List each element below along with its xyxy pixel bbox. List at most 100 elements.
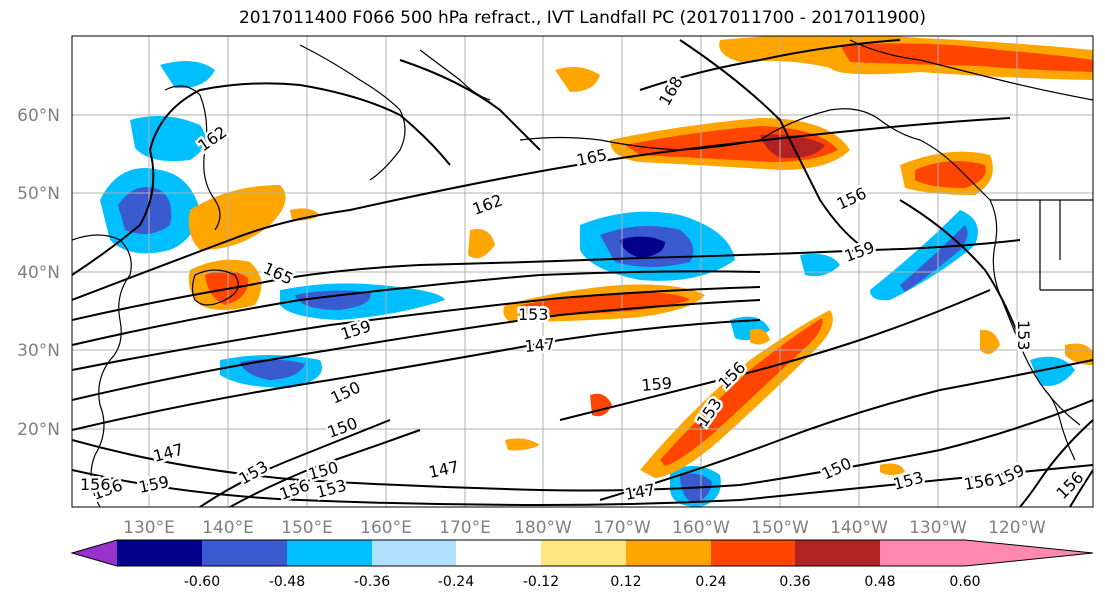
lon-label: 120°W: [988, 518, 1046, 538]
colorbar-tick-label: -0.12: [523, 574, 559, 590]
colorbar-segment: [626, 540, 711, 566]
colorbar-segment: [880, 540, 965, 566]
colorbar-segment: [202, 540, 287, 566]
contour-3: [72, 286, 761, 371]
lat-label: 30°N: [17, 341, 60, 361]
colorbar-extend-high: [965, 540, 1093, 566]
neg-blob-ne: [870, 210, 978, 301]
contour-16: [1019, 419, 1093, 507]
lat-label: 40°N: [17, 263, 60, 283]
pos-blob-jet-core: [520, 292, 690, 315]
colorbar-tick-label: 0.36: [779, 574, 810, 590]
neg-blob-sw-core: [240, 359, 305, 380]
colorbar-segment: [541, 540, 626, 566]
neg-blob-kamchatka-core: [118, 187, 172, 234]
lon-label: 150°E: [281, 518, 333, 538]
contour-17: [1069, 469, 1093, 507]
lon-label: 150°W: [751, 518, 809, 538]
colorbar-tick-label: 0.12: [610, 574, 641, 590]
lon-label: 170°E: [439, 518, 491, 538]
contour-label: 153: [1014, 320, 1033, 351]
contour-19: [229, 429, 421, 507]
lon-label: 130°E: [123, 518, 175, 538]
contour-2: [72, 299, 761, 401]
contour-4: [72, 270, 761, 346]
coast-kamchatka: [164, 85, 221, 231]
lon-label: 170°W: [593, 518, 651, 538]
neg-blob-ne-core: [900, 225, 968, 292]
contour-1: [72, 319, 761, 431]
coast-siberia: [299, 44, 406, 181]
pos-blob-asia: [188, 185, 286, 250]
contour-12: [679, 39, 861, 246]
colorbar-tick-label: -0.36: [354, 574, 390, 590]
pos-blob-small4: [880, 463, 905, 475]
contour-label: 147: [524, 334, 556, 356]
contour-lines: [72, 39, 1093, 507]
coast-alaska: [759, 108, 991, 201]
contour-7: [72, 82, 451, 276]
pos-blob-se: [980, 329, 1000, 354]
pos-blob-small2: [505, 438, 540, 451]
coast-hawaii: [699, 421, 711, 429]
shaded-fields: [100, 36, 1093, 507]
colorbar-outline: [70, 539, 1094, 567]
colorbar-segment: [117, 540, 202, 566]
map-plot-area: 162 165 168 165 162 156 159 159 153 147 …: [72, 36, 1093, 507]
colorbar-segment: [287, 540, 372, 566]
coast-japan: [191, 269, 239, 306]
plot-frame: [71, 35, 1094, 508]
contour-10: [599, 359, 1093, 501]
pos-blob-ne2: [555, 66, 600, 92]
coast-canada-north: [849, 39, 1093, 101]
lon-label: 160°W: [672, 518, 730, 538]
lon-label: 180°W: [514, 518, 572, 538]
contour-label: 156: [80, 475, 111, 494]
lon-label: 160°E: [360, 518, 412, 538]
lon-label: 140°W: [830, 518, 888, 538]
contour-13: [639, 39, 901, 91]
neg-blob-west-core: [295, 290, 371, 310]
pos-blob-se2: [1065, 343, 1093, 365]
contour-15: [899, 199, 1021, 341]
neg-blob-center2: [800, 253, 840, 277]
lon-axis-labels: 130°E 140°E 150°E 160°E 170°E 180°W 170°…: [123, 518, 1046, 538]
lat-label: 50°N: [17, 184, 60, 204]
lat-label: 20°N: [17, 420, 60, 440]
colorbar-segment: [711, 540, 795, 566]
colorbar-tick-label: 0.60: [949, 574, 980, 590]
border-states: [1039, 200, 1093, 291]
pos-blob-alaska-core: [840, 43, 1093, 72]
colorbar-segment: [372, 540, 456, 566]
contour-9: [72, 464, 1093, 507]
colorbar: -0.60 -0.48 -0.36 -0.24 -0.12 0.12 0.24 …: [70, 539, 1094, 590]
contour-5: [72, 239, 1021, 321]
map-title: 2017011400 F066 500 hPa refract., IVT La…: [238, 8, 926, 28]
pos-blob-sw3: [468, 229, 495, 259]
colorbar-tick-label: -0.48: [269, 574, 305, 590]
lat-axis-labels: 20°N 30°N 40°N 50°N 60°N: [17, 106, 60, 440]
neg-blob-mid-center: [620, 236, 665, 258]
colorbar-tick-label: 0.48: [864, 574, 895, 590]
colorbar-extend-low: [72, 540, 117, 566]
coast-asia: [72, 234, 132, 507]
pos-blob-small3: [750, 328, 770, 345]
colorbar-tick-label: -0.60: [184, 574, 220, 590]
colorbar-tick-label: 0.24: [695, 574, 726, 590]
pos-blob-canada-core: [915, 161, 986, 188]
neg-blob-east: [1030, 356, 1075, 386]
pos-blob-small1: [290, 208, 320, 221]
coast-aleutians: [519, 136, 761, 151]
coast-mexico: [1044, 389, 1076, 461]
contour-label: 159: [641, 373, 673, 395]
lon-label: 140°E: [202, 518, 254, 538]
colorbar-tick-label: -0.24: [438, 574, 474, 590]
colorbar-segment: [456, 540, 541, 566]
contour-label: 153: [518, 305, 549, 324]
coastlines: [72, 39, 1093, 507]
contour-11: [559, 289, 991, 421]
lat-label: 60°N: [17, 106, 60, 126]
neg-blob-north2: [160, 61, 215, 89]
lon-label: 130°W: [909, 518, 967, 538]
